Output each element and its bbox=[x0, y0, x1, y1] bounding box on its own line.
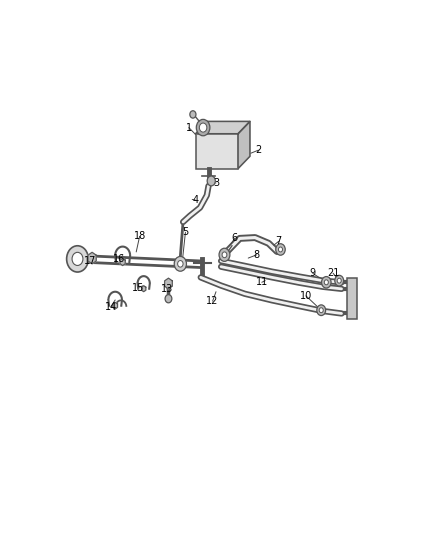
Text: 14: 14 bbox=[105, 302, 117, 312]
Circle shape bbox=[279, 247, 283, 252]
Circle shape bbox=[196, 119, 210, 136]
Text: 15: 15 bbox=[132, 282, 144, 293]
Text: 6: 6 bbox=[232, 233, 238, 244]
Text: 2: 2 bbox=[255, 145, 261, 155]
Circle shape bbox=[207, 176, 215, 186]
Circle shape bbox=[321, 277, 331, 288]
Text: 13: 13 bbox=[161, 284, 173, 294]
Circle shape bbox=[337, 278, 341, 283]
FancyBboxPatch shape bbox=[346, 278, 357, 319]
Circle shape bbox=[219, 248, 230, 261]
Circle shape bbox=[335, 276, 344, 286]
Text: 1: 1 bbox=[186, 123, 192, 133]
Circle shape bbox=[178, 261, 183, 267]
Polygon shape bbox=[196, 122, 250, 134]
Text: 11: 11 bbox=[256, 277, 268, 287]
Text: 5: 5 bbox=[182, 227, 189, 237]
Circle shape bbox=[199, 123, 207, 132]
Circle shape bbox=[174, 256, 187, 271]
Polygon shape bbox=[165, 278, 172, 289]
Circle shape bbox=[276, 244, 285, 255]
Circle shape bbox=[317, 305, 325, 316]
Circle shape bbox=[319, 308, 323, 313]
Text: 7: 7 bbox=[276, 236, 282, 246]
Text: 9: 9 bbox=[310, 268, 316, 278]
Text: 16: 16 bbox=[113, 254, 125, 264]
Circle shape bbox=[324, 280, 328, 285]
Text: 17: 17 bbox=[84, 256, 97, 266]
Circle shape bbox=[165, 295, 172, 303]
FancyBboxPatch shape bbox=[196, 134, 238, 168]
Text: 10: 10 bbox=[300, 291, 312, 301]
Text: 21: 21 bbox=[327, 268, 339, 278]
Text: 3: 3 bbox=[213, 178, 219, 188]
Circle shape bbox=[67, 246, 88, 272]
Circle shape bbox=[72, 252, 83, 265]
Polygon shape bbox=[238, 122, 250, 168]
Polygon shape bbox=[141, 286, 146, 292]
Polygon shape bbox=[120, 259, 125, 265]
Text: 18: 18 bbox=[134, 231, 146, 241]
Polygon shape bbox=[88, 252, 96, 264]
Circle shape bbox=[190, 111, 196, 118]
Circle shape bbox=[222, 252, 227, 257]
Text: 8: 8 bbox=[254, 250, 260, 260]
Text: 12: 12 bbox=[206, 296, 219, 306]
Text: 4: 4 bbox=[193, 195, 199, 205]
Polygon shape bbox=[113, 302, 117, 309]
